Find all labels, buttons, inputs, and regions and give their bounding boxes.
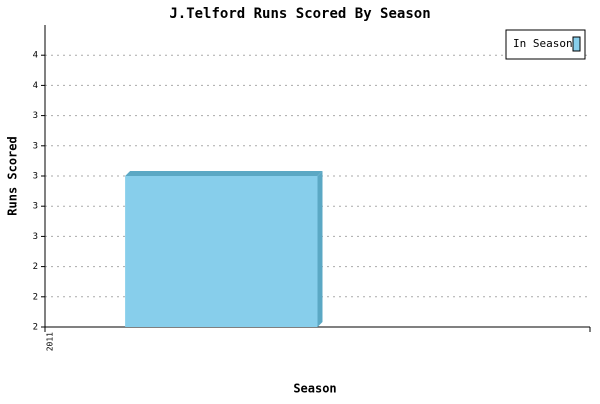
bar	[125, 176, 318, 327]
x-axis-label: Season	[293, 382, 336, 396]
legend-box	[505, 29, 586, 60]
chart-title: J.Telford Runs Scored By Season	[169, 6, 430, 22]
y-tick-label: 3	[33, 202, 38, 212]
bar-side	[317, 171, 323, 327]
y-tick-label: 3	[33, 141, 38, 151]
legend-label: In Season	[513, 37, 573, 50]
y-axis-label: Runs Scored	[6, 136, 20, 215]
y-tick-label: 3	[33, 111, 38, 121]
y-tick-label: 4	[33, 81, 38, 91]
y-tick-label: 2	[33, 262, 38, 272]
bar-top	[125, 171, 323, 176]
legend-swatch	[572, 36, 581, 52]
y-tick-label: 3	[33, 172, 38, 182]
x-tick-label: 2011	[46, 332, 55, 351]
y-tick-label: 3	[33, 232, 38, 242]
y-tick-label: 2	[33, 292, 38, 302]
y-tick-label: 2	[33, 323, 38, 333]
y-tick-label: 4	[33, 51, 38, 61]
